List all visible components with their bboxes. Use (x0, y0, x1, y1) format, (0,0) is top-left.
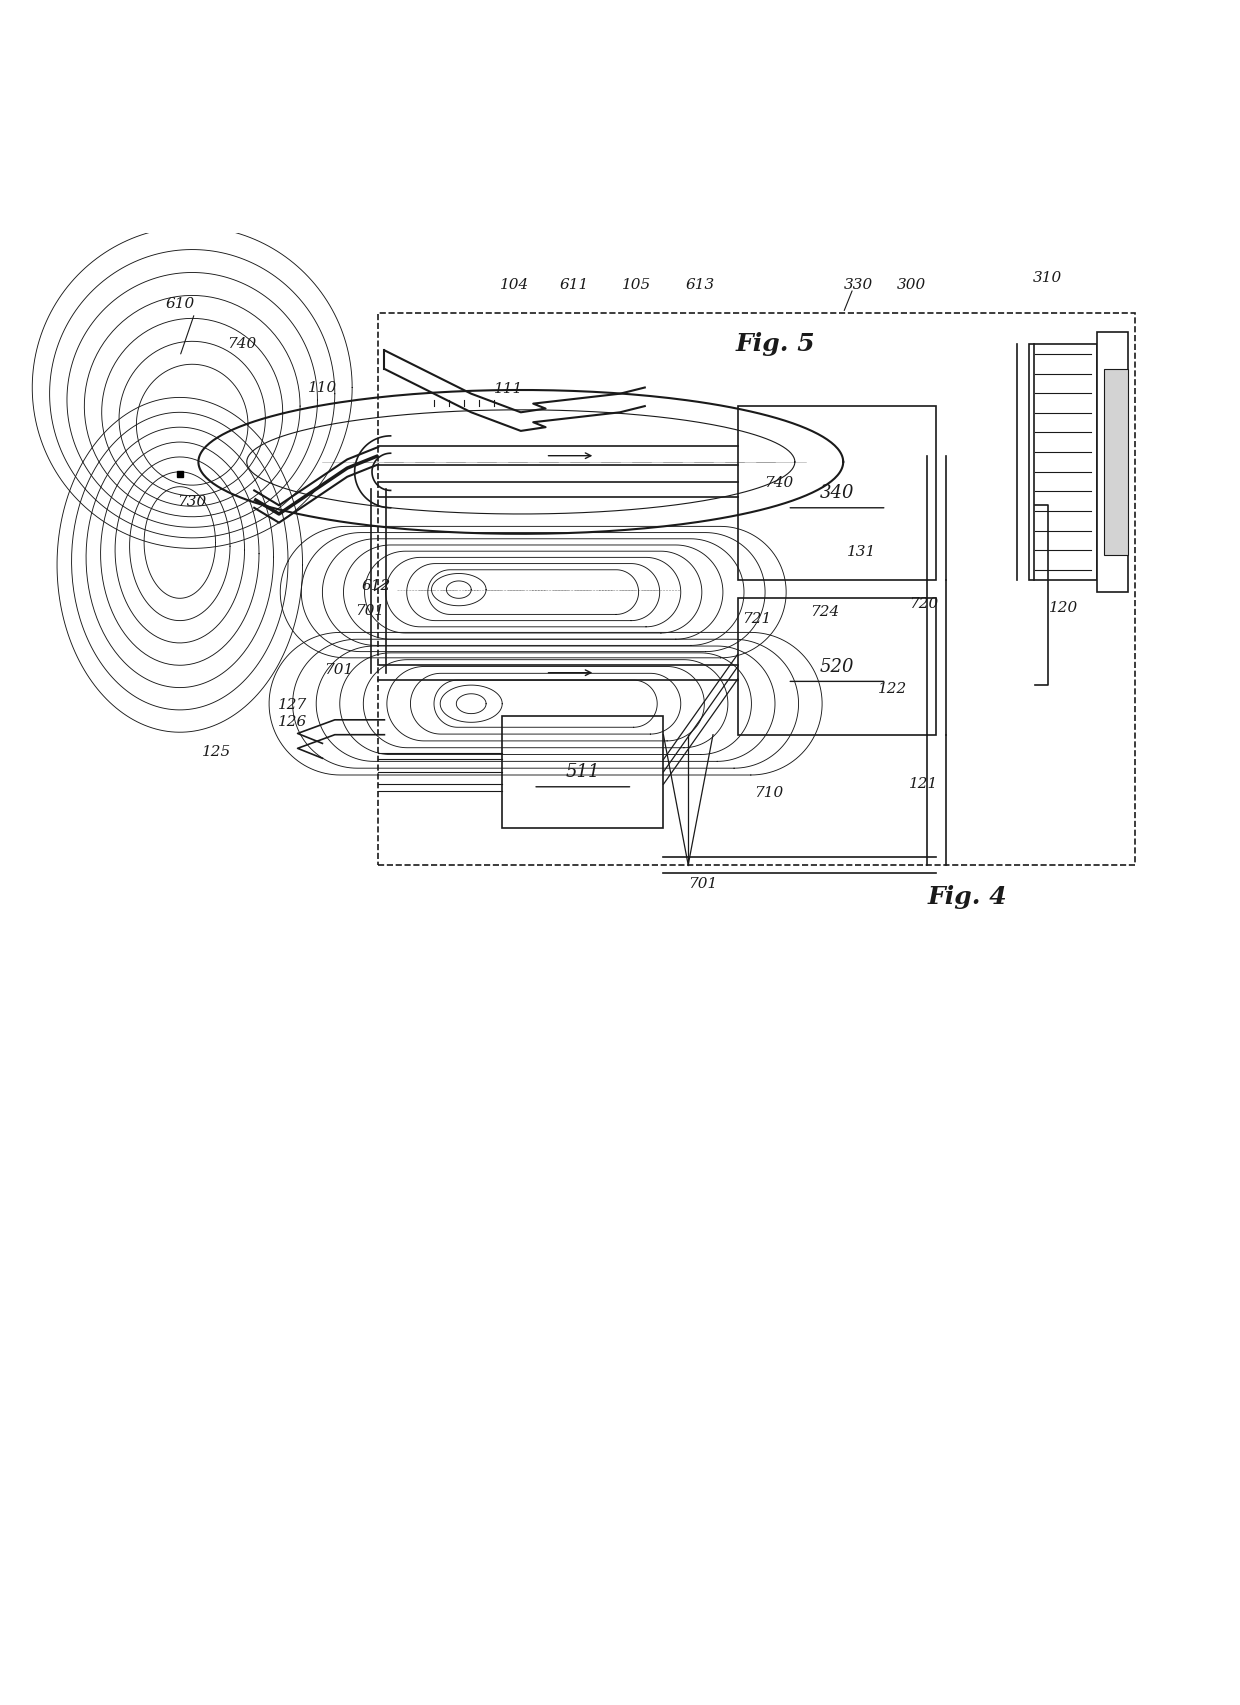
Text: 611: 611 (559, 278, 589, 292)
Text: 612: 612 (361, 580, 391, 593)
Bar (1104, 368, 1128, 554)
Text: 105: 105 (621, 278, 651, 292)
Text: 122: 122 (878, 682, 908, 696)
Text: Fig. 5: Fig. 5 (735, 332, 815, 356)
Bar (502, 716, 663, 827)
Bar (378, 314, 1135, 864)
Text: 121: 121 (909, 777, 939, 791)
Text: 721: 721 (742, 612, 771, 626)
Text: 310: 310 (1033, 271, 1063, 285)
Text: 701: 701 (324, 663, 353, 677)
Text: 511: 511 (565, 762, 600, 781)
Text: 340: 340 (820, 484, 854, 501)
Text: 720: 720 (909, 597, 939, 612)
Text: 104: 104 (500, 278, 529, 292)
Bar (1097, 332, 1128, 592)
Text: 724: 724 (810, 605, 839, 619)
Text: 613: 613 (686, 278, 715, 292)
Bar (738, 598, 936, 735)
Text: 701: 701 (688, 876, 718, 890)
Bar (738, 406, 936, 580)
Text: 740: 740 (764, 476, 794, 489)
Text: 120: 120 (1049, 602, 1079, 616)
Text: 610: 610 (165, 297, 195, 312)
Text: 125: 125 (202, 745, 232, 759)
Text: 701: 701 (355, 604, 384, 617)
Text: 131: 131 (847, 546, 877, 559)
Text: 126: 126 (278, 716, 308, 730)
Text: 330: 330 (843, 278, 873, 292)
Text: 111: 111 (494, 382, 523, 396)
Bar (1029, 344, 1097, 580)
Text: 730: 730 (177, 494, 207, 508)
Text: 520: 520 (820, 658, 854, 675)
Text: 710: 710 (754, 786, 784, 800)
Text: 740: 740 (227, 338, 257, 351)
Text: 127: 127 (278, 697, 308, 713)
Text: 110: 110 (308, 380, 337, 394)
Text: Fig. 4: Fig. 4 (928, 885, 1007, 909)
Text: 300: 300 (897, 278, 926, 292)
